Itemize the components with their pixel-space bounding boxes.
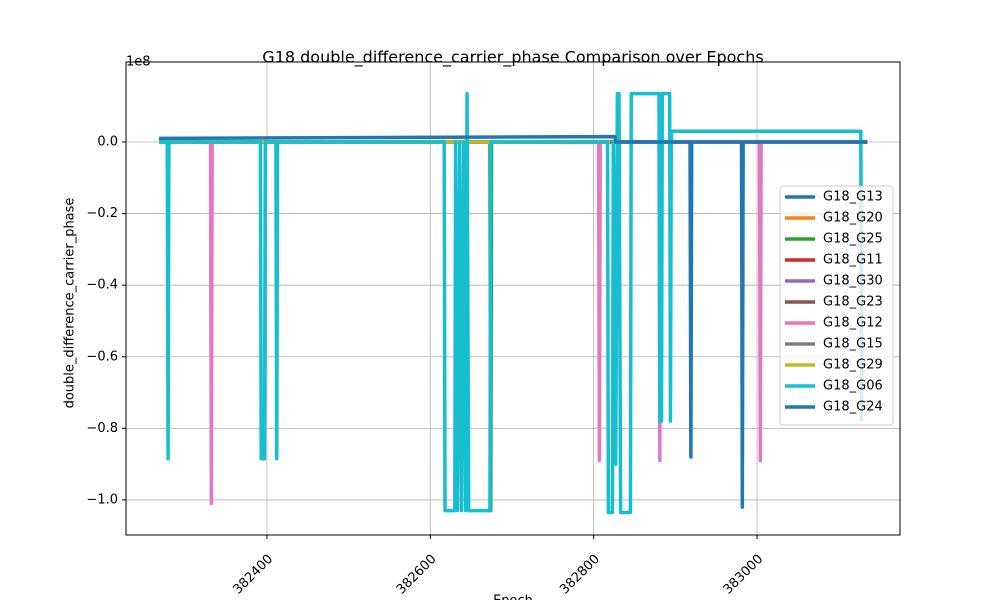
y-tick-label: −0.6 [86,349,118,364]
y-axis-label: double_difference_carrier_phase [63,198,78,409]
legend-label: G18_G20 [823,211,883,226]
legend-label: G18_G15 [823,337,883,352]
legend-label: G18_G11 [823,253,883,268]
legend-label: G18_G24 [823,400,883,415]
chart-title: G18 double_difference_carrier_phase Comp… [262,48,763,68]
legend-label: G18_G30 [823,274,883,289]
series-line [159,91,864,515]
legend-label: G18_G29 [823,358,883,373]
y-tick-label: −0.2 [86,206,118,221]
plot-frame [125,61,901,536]
legend-label: G18_G23 [823,295,883,310]
legend-label: G18_G06 [823,379,883,394]
y-tick-label: −0.8 [86,421,118,436]
legend-label: G18_G13 [823,190,883,205]
series-line [159,134,868,509]
legend-label: G18_G12 [823,316,883,331]
y-tick-label: −1.0 [86,492,118,507]
legend-label: G18_G25 [823,232,883,247]
y-tick-label: 0.0 [97,134,118,149]
y-tick-label: −0.4 [86,278,118,293]
x-axis-label: Epoch [493,594,533,600]
